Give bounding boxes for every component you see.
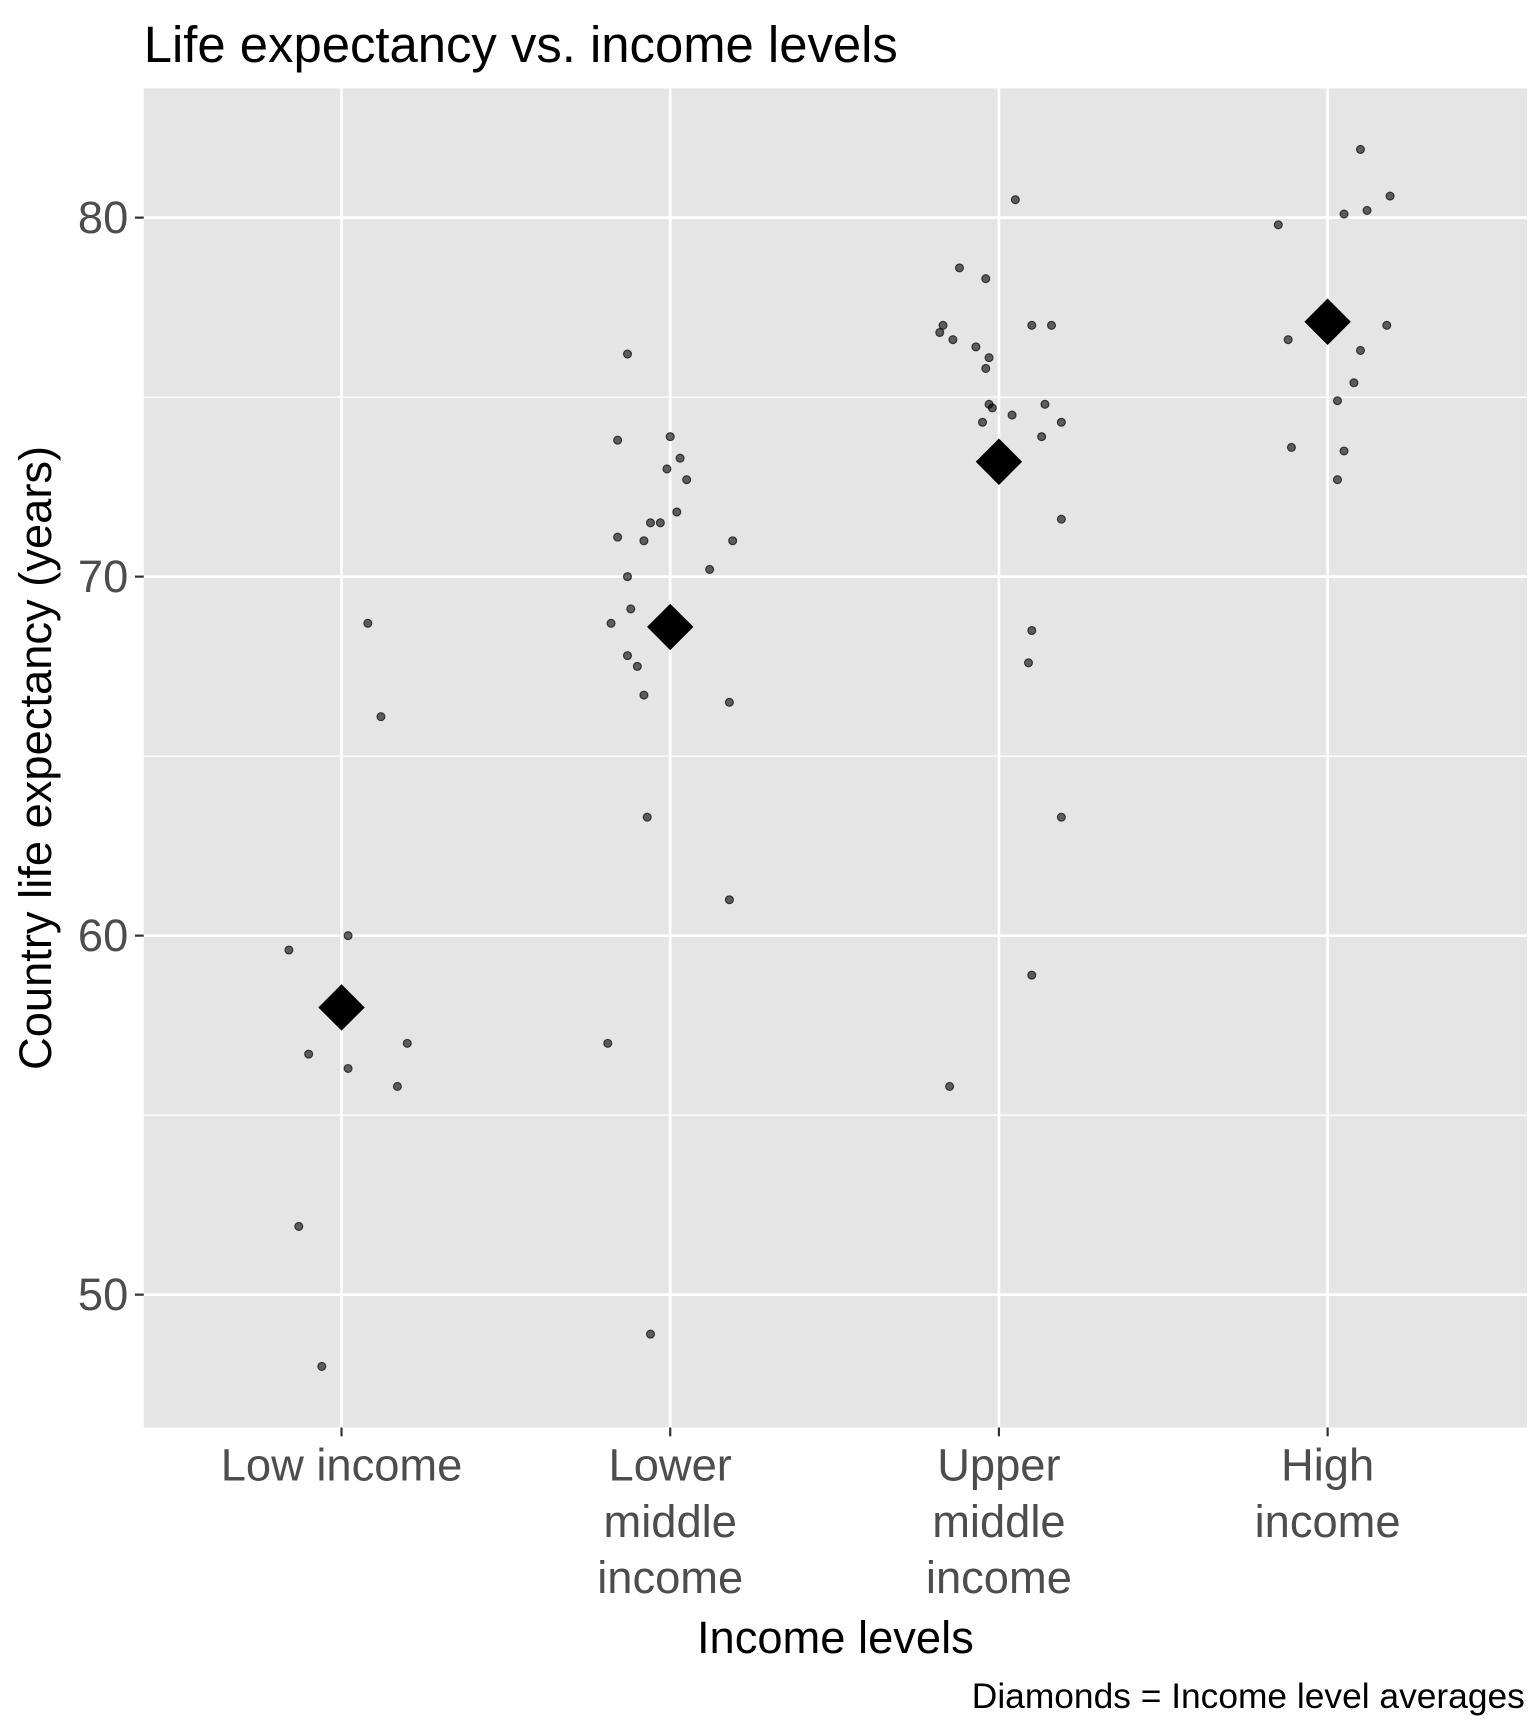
data-point	[662, 464, 672, 474]
data-point	[1037, 432, 1047, 442]
data-point	[1332, 396, 1343, 406]
data-point	[1056, 417, 1066, 427]
x-tick-label: income	[1255, 1496, 1401, 1547]
x-tick-label: middle	[932, 1496, 1065, 1547]
x-tick-labels: Low income LowermiddleincomeUppermiddlein…	[221, 1427, 1401, 1603]
data-point	[1273, 220, 1283, 230]
data-point	[626, 604, 636, 614]
data-point	[1286, 442, 1296, 452]
data-point	[613, 532, 623, 542]
data-point	[1046, 320, 1057, 330]
data-point	[682, 475, 692, 485]
data-point	[945, 1081, 955, 1091]
average-diamond	[647, 603, 694, 651]
data-point	[1339, 446, 1349, 456]
data-point	[1385, 191, 1395, 201]
data-point	[402, 1038, 412, 1048]
x-tick-label: Low income	[221, 1440, 463, 1491]
data-point	[672, 507, 682, 517]
data-point	[675, 453, 685, 463]
average-diamond	[1304, 298, 1351, 345]
data-point	[1339, 209, 1349, 219]
data-point	[724, 895, 734, 905]
data-point	[343, 931, 353, 941]
y-tick-labels: 50 60 70 80	[78, 192, 144, 1320]
data-point	[376, 712, 386, 722]
data-point	[728, 536, 738, 546]
y-tick-label: 70	[78, 551, 128, 602]
data-point	[642, 812, 652, 822]
x-tick-label: Upper	[937, 1440, 1060, 1491]
data-point	[1007, 410, 1017, 420]
data-point	[1332, 475, 1343, 485]
data-point	[971, 342, 981, 352]
data-point	[1355, 345, 1366, 355]
y-tick-label: 50	[78, 1269, 128, 1320]
data-point	[724, 697, 734, 707]
data-point	[987, 403, 997, 413]
y-tick-label: 60	[78, 910, 128, 961]
data-point	[363, 618, 373, 628]
data-point	[304, 1049, 314, 1059]
data-point	[606, 618, 616, 628]
data-point	[1362, 205, 1372, 215]
data-point	[639, 690, 649, 700]
x-tick-label: income	[597, 1552, 743, 1603]
data-point	[977, 417, 988, 427]
data-point	[392, 1081, 402, 1091]
x-tick-label: High	[1281, 1440, 1374, 1491]
y-axis-title: Country life expectancy (years)	[10, 446, 61, 1070]
data-point	[655, 518, 665, 528]
x-tick-label: middle	[604, 1496, 737, 1547]
data-point	[1355, 144, 1366, 154]
data-point	[705, 564, 715, 574]
data-point	[665, 432, 675, 442]
data-point	[284, 945, 294, 955]
data-point	[639, 536, 649, 546]
data-point	[1382, 320, 1392, 330]
data-point	[603, 1038, 613, 1048]
data-point	[1056, 514, 1066, 524]
data-point	[1010, 195, 1020, 205]
data-point	[1056, 812, 1066, 822]
chart-title: Life expectancy vs. income levels	[144, 16, 898, 73]
data-point	[1349, 378, 1359, 388]
data-point	[632, 661, 642, 671]
data-point	[317, 1361, 327, 1371]
data-point	[622, 572, 633, 582]
data-point	[294, 1221, 304, 1231]
x-axis-title: Income levels	[697, 1612, 974, 1663]
data-point	[1027, 320, 1037, 330]
data-point	[1027, 625, 1037, 636]
data-point	[622, 349, 633, 359]
x-tick-label: income	[926, 1552, 1072, 1603]
chart-caption: Diamonds = Income level averages	[972, 1677, 1525, 1716]
data-point	[622, 651, 633, 661]
data-point	[984, 353, 994, 363]
data-point	[1023, 658, 1034, 668]
data-point	[645, 518, 656, 528]
data-point	[1283, 335, 1293, 345]
data-point	[343, 1063, 353, 1074]
data-point	[938, 320, 948, 330]
x-tick-label: Lower	[609, 1440, 732, 1491]
average-diamond	[318, 984, 365, 1031]
y-tick-label: 80	[78, 192, 128, 243]
data-point	[645, 1329, 656, 1339]
data-point	[981, 274, 991, 284]
data-point	[981, 363, 991, 373]
data-point	[1040, 399, 1050, 409]
average-diamonds	[318, 298, 1351, 1031]
data-point	[954, 263, 965, 273]
data-points	[284, 144, 1395, 1371]
data-point	[948, 335, 958, 345]
plot-panel	[143, 88, 1528, 1428]
data-point	[935, 327, 945, 338]
data-point	[613, 435, 623, 445]
data-point	[1027, 970, 1037, 980]
